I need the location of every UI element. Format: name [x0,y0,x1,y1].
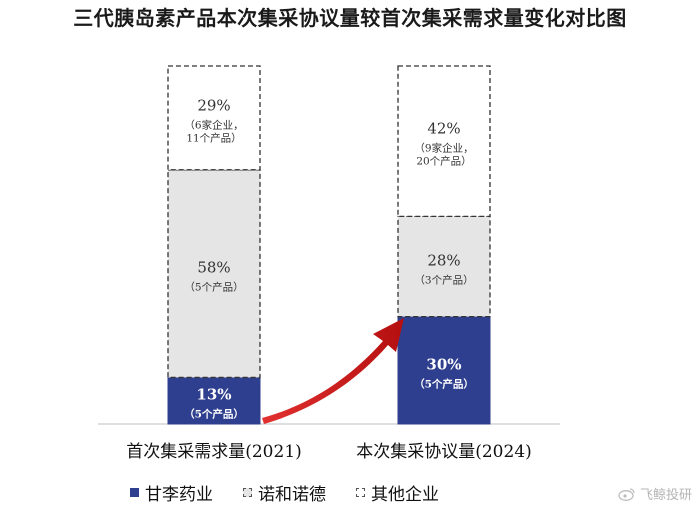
value-label-1-0: 30% [426,355,461,373]
value-label-1-1: 28% [427,251,460,269]
bar-segment-0-0 [167,376,261,425]
x-tick-label-1: 本次集采协议量(2024) [356,442,532,462]
legend-label-novo: 诺和诺德 [258,484,326,505]
note-label-0-0-0: （5个产品） [184,408,244,421]
note-label-1-2-1: 20个产品） [416,155,471,168]
bar-segment-1-1 [397,215,491,318]
note-label-0-2-0: （6家企业， [184,118,243,131]
value-label-0-2: 29% [197,96,230,114]
legend-label-ganli: 甘李药业 [145,484,213,505]
trend-arrow [262,318,404,424]
bar-segment-1-0 [397,316,491,425]
bar-segment-0-1 [167,169,261,379]
watermark-text: 飞鲸投研 [639,488,692,503]
weibo-logo-icon [618,487,635,501]
bar-segment-0-2 [167,65,261,171]
legend-label-others: 其他企业 [371,484,439,505]
note-label-0-1-0: （5个产品） [184,281,243,294]
legend-item-ganli: 甘李药业 [130,480,213,505]
legend-swatch-novo [243,487,252,497]
legend-swatch-others [356,487,365,497]
note-label-1-0-0: （5个产品） [414,377,474,390]
value-label-0-1: 58% [197,259,230,277]
value-label-1-2: 42% [427,120,460,138]
legend-swatch-ganli [130,487,139,497]
watermark: 飞鲸投研 [618,484,692,503]
legend-item-novo: 诺和诺德 [243,480,326,505]
note-label-0-2-1: 11个产品） [186,131,241,144]
bar-segment-1-2 [397,65,491,218]
legend-item-others: 其他企业 [356,480,439,505]
value-label-0-0: 13% [196,386,231,404]
note-label-1-1-0: （3个产品） [414,273,473,286]
legend: 甘李药业 诺和诺德 其他企业 [130,478,439,506]
chart-title: 三代胰岛素产品本次集采协议量较首次集采需求量变化对比图 [73,6,627,30]
x-tick-label-0: 首次集采需求量(2021) [126,442,302,462]
note-label-1-2-0: （9家企业， [414,142,473,155]
